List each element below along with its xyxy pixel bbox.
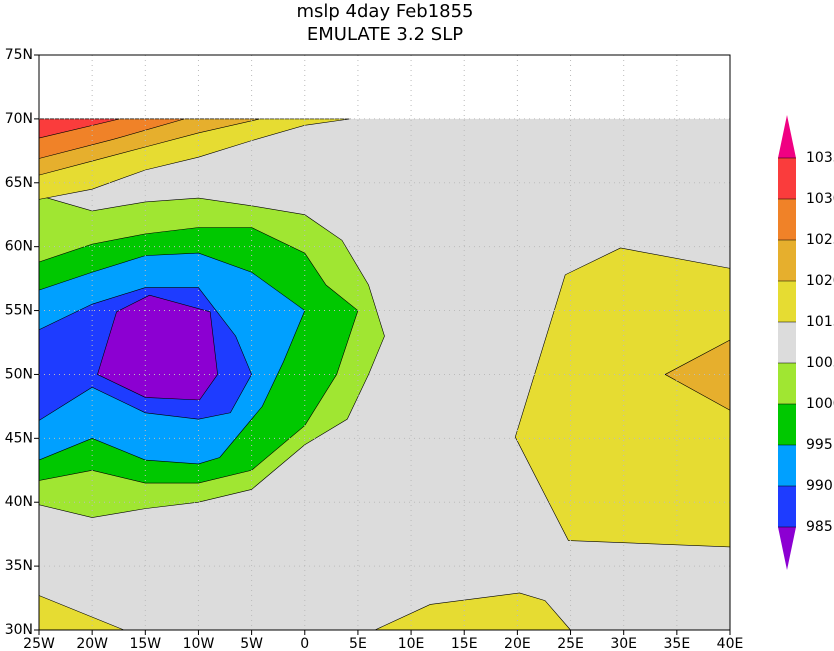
x-tick-label: 10E	[398, 636, 425, 651]
y-tick-label: 60N	[5, 239, 33, 255]
colorbar-label: 990	[806, 478, 833, 494]
x-tick-label: 20E	[504, 636, 531, 651]
x-tick-label: 5E	[349, 636, 367, 651]
colorbar-label: 1030	[806, 191, 834, 207]
chart-title: mslp 4day Feb1855	[296, 1, 473, 22]
colorbar-segment	[778, 363, 796, 404]
x-tick-label: 15E	[451, 636, 478, 651]
colorbar-segment	[778, 199, 796, 240]
y-tick-label: 40N	[5, 494, 33, 510]
x-tick-label: 25W	[23, 636, 55, 651]
x-tick-label: 5W	[240, 636, 263, 651]
x-tick-label: 40E	[717, 636, 744, 651]
x-tick-label: 0	[300, 636, 309, 651]
colorbar-label: 1005	[806, 355, 834, 371]
x-tick-label: 15W	[129, 636, 161, 651]
colorbar-segment	[778, 158, 796, 199]
y-tick-label: 30N	[5, 622, 33, 638]
colorbar-cap	[778, 527, 796, 570]
x-tick-label: 20W	[76, 636, 108, 651]
y-tick-label: 65N	[5, 175, 33, 191]
colorbar-segment	[778, 445, 796, 486]
colorbar-label: 985	[806, 519, 833, 535]
colorbar-label: 1020	[806, 273, 834, 289]
colorbar-segment	[778, 404, 796, 445]
y-tick-label: 45N	[5, 430, 33, 446]
colorbar-segment	[778, 322, 796, 363]
y-tick-label: 75N	[5, 47, 33, 63]
colorbar-label: 1000	[806, 396, 834, 412]
colorbar-segment	[778, 486, 796, 527]
colorbar-label: 1015	[806, 314, 834, 330]
y-tick-label: 50N	[5, 366, 33, 382]
y-tick-label: 35N	[5, 558, 33, 574]
x-tick-label: 10W	[183, 636, 215, 651]
colorbar-segment	[778, 281, 796, 322]
colorbar-label: 1025	[806, 232, 834, 248]
x-tick-label: 30E	[610, 636, 637, 651]
chart-subtitle: EMULATE 3.2 SLP	[307, 24, 463, 45]
colorbar-cap	[778, 115, 796, 158]
colorbar-label: 1035	[806, 150, 834, 166]
contour-fill	[97, 294, 218, 401]
x-tick-label: 25E	[557, 636, 584, 651]
plot-frame	[38, 54, 731, 631]
colorbar-label: 995	[806, 437, 833, 453]
colorbar-segment	[778, 240, 796, 281]
x-tick-label: 35E	[664, 636, 691, 651]
y-tick-label: 70N	[5, 111, 33, 127]
y-tick-label: 55N	[5, 303, 33, 319]
